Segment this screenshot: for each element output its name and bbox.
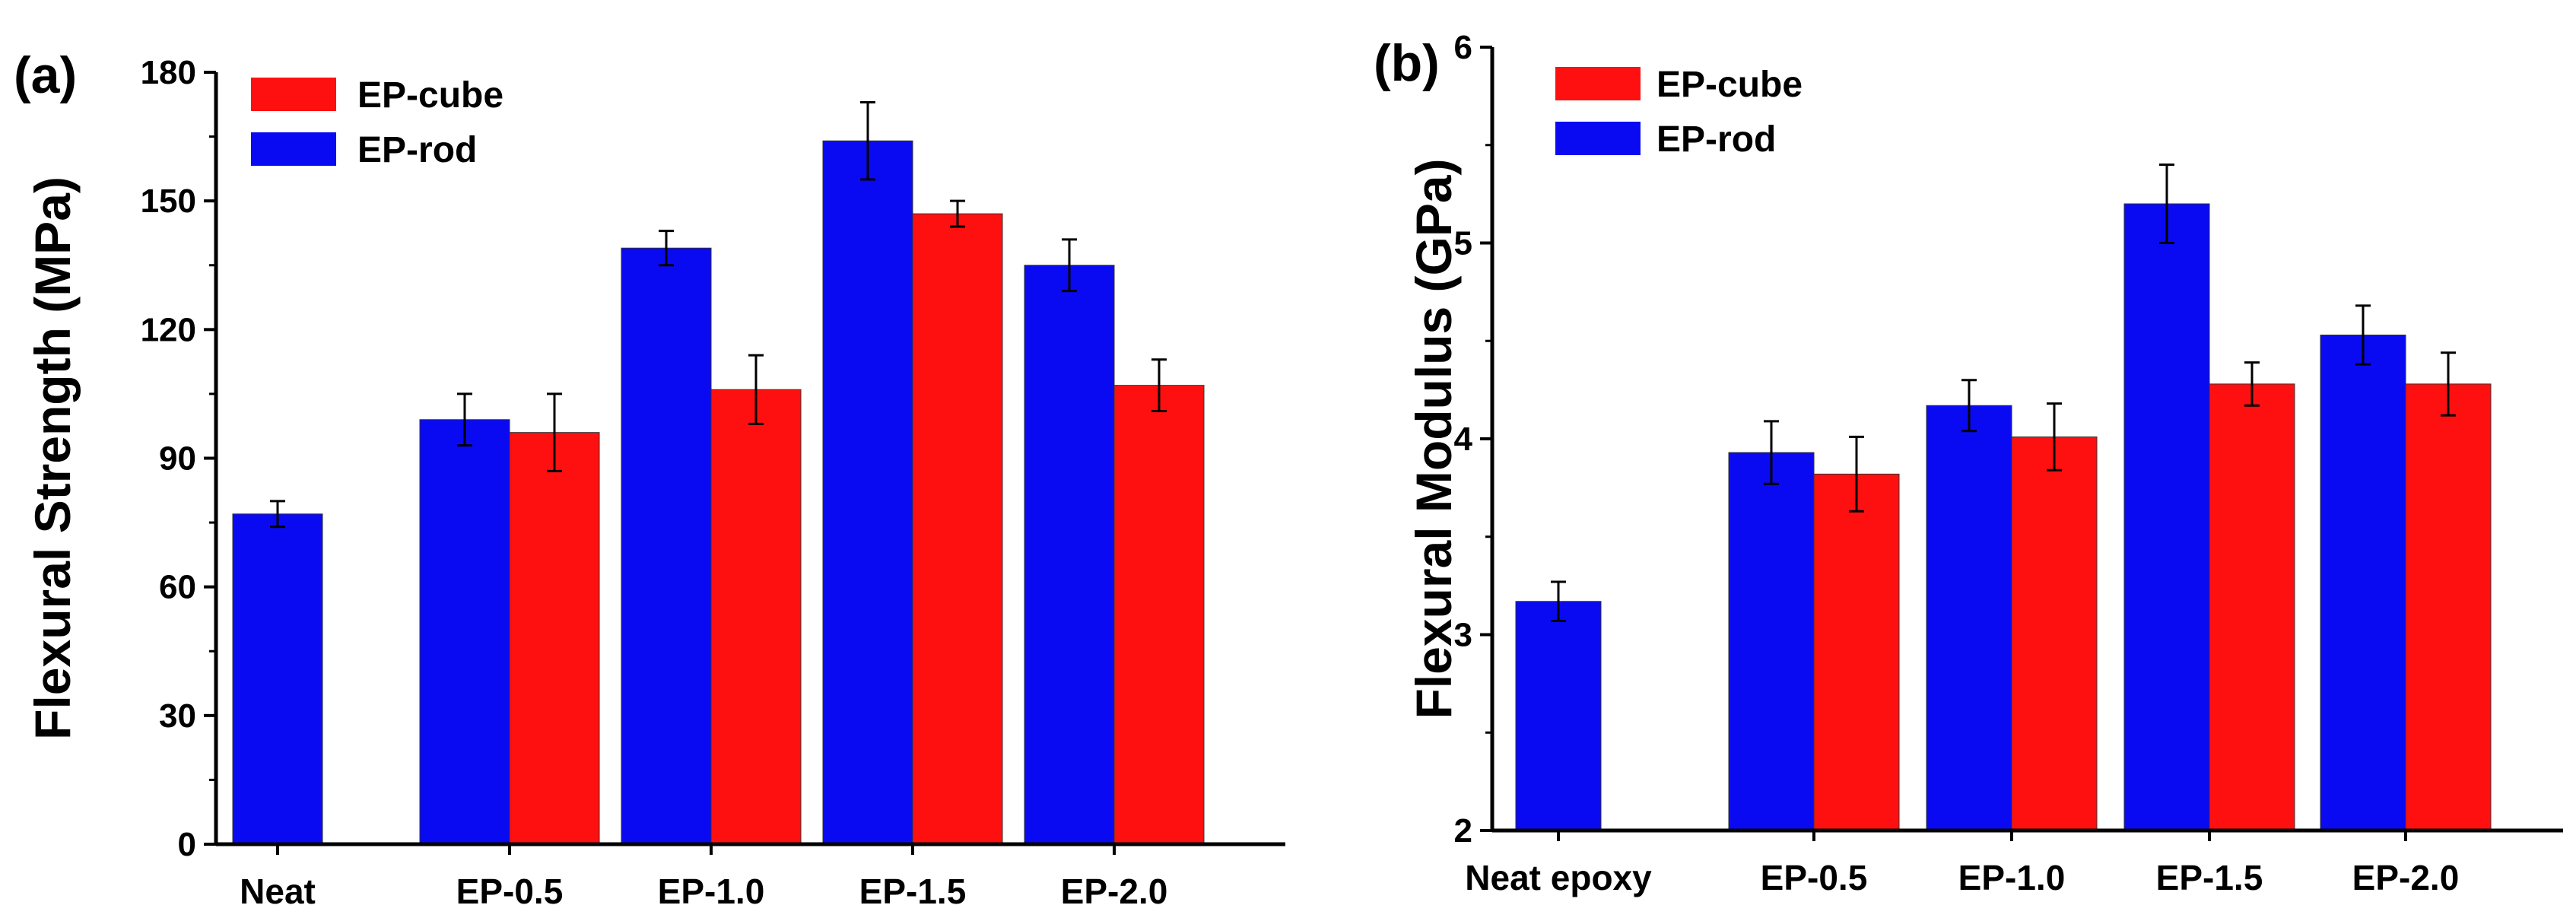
bar-ep-rod-2: [621, 247, 712, 845]
y-tick-label-2: 4: [1454, 421, 1473, 458]
bar-ep-cube-2: [710, 389, 802, 845]
bar-ep-rod-4: [2320, 335, 2406, 831]
y-tick-label-3: 90: [159, 440, 196, 478]
y-tick-label-5: 150: [141, 183, 196, 220]
y-tick-label-6: 180: [141, 54, 196, 91]
x-tick-label-3: EP-1.5: [859, 872, 967, 911]
bar-ep-rod-2: [1926, 405, 2012, 831]
y-tick-label-1: 3: [1454, 617, 1472, 654]
bar-ep-rod-3: [2123, 203, 2210, 831]
y-tick-label-2: 60: [159, 569, 196, 606]
y-tick-label-0: 2: [1454, 812, 1472, 850]
y-tick-label-4: 120: [141, 311, 196, 348]
legend-swatch-ep-cube: [1555, 67, 1641, 100]
bar-ep-rod-3: [822, 140, 913, 845]
legend-label-ep-rod: EP-rod: [357, 130, 477, 170]
bar-ep-rod-1: [1728, 452, 1815, 831]
y-axis-title: Flexural Strength (MPa): [24, 176, 81, 740]
legend-label-ep-rod: EP-rod: [1656, 119, 1776, 160]
legend-swatch-ep-rod: [251, 132, 336, 166]
bar-ep-cube-4: [2405, 383, 2492, 831]
bar-ep-cube-2: [2011, 436, 2098, 831]
panel-a: Neat EP-0.5 EP-1.0 EP-1.5 EP-2.0 0 30 60 90 120 15…: [14, 46, 1285, 911]
bar-ep-rod-0: [1515, 601, 1602, 831]
bar-ep-rod-1: [419, 419, 510, 845]
y-tick-label-1: 30: [159, 697, 196, 735]
y-axis-title: Flexural Modulus (GPa): [1406, 158, 1462, 719]
x-tick-label-0: Neat: [240, 872, 316, 911]
x-tick-label-1: EP-0.5: [456, 872, 564, 911]
bar-ep-cube-1: [1813, 473, 1900, 831]
x-tick-label-0: Neat epoxy: [1465, 858, 1652, 897]
legend-label-ep-cube: EP-cube: [1656, 65, 1803, 105]
bar-ep-cube-3: [912, 213, 1003, 845]
bar-ep-cube-1: [509, 432, 600, 845]
y-tick-label-3: 5: [1454, 225, 1472, 262]
y-tick-label-4: 6: [1454, 29, 1472, 66]
x-tick-label-2: EP-1.0: [1958, 858, 2066, 897]
x-tick-label-1: EP-0.5: [1761, 858, 1868, 897]
legend-swatch-ep-rod: [1555, 122, 1641, 155]
panel-b: Neat epoxy EP-0.5 EP-1.0 EP-1.5 EP-2.0 2 3 4 5 6 F…: [1374, 29, 2563, 897]
x-tick-label-4: EP-2.0: [1061, 872, 1168, 911]
y-tick-label-0: 0: [178, 826, 196, 863]
legend-label-ep-cube: EP-cube: [357, 75, 503, 116]
panel-label: (b): [1374, 34, 1440, 92]
bar-ep-rod-4: [1024, 265, 1115, 845]
x-tick-label-4: EP-2.0: [2352, 858, 2460, 897]
x-tick-label-2: EP-1.0: [658, 872, 765, 911]
x-tick-label-3: EP-1.5: [2156, 858, 2263, 897]
legend-swatch-ep-cube: [251, 78, 336, 111]
bar-ep-cube-3: [2209, 383, 2295, 831]
panel-label: (a): [14, 46, 77, 104]
bar-ep-rod-0: [232, 513, 323, 845]
bar-ep-cube-4: [1113, 385, 1205, 845]
